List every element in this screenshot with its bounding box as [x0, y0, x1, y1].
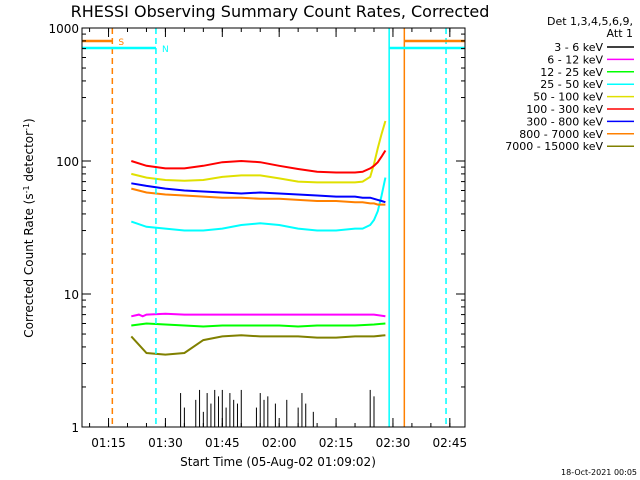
chart-title: RHESSI Observing Summary Count Rates, Co…	[71, 2, 490, 21]
y-axis-label: Corrected Count Rate (s-1 detector-1)	[22, 118, 36, 337]
y-tick-label: 10	[64, 288, 79, 302]
legend-label: 25 - 50 keV	[540, 78, 603, 91]
legend-label: 12 - 25 keV	[540, 66, 603, 79]
series-line-7000-15000-kev	[130, 334, 386, 356]
night-flag-label: N	[162, 45, 169, 55]
legend-label: 100 - 300 keV	[526, 103, 603, 116]
legend-label: 800 - 7000 keV	[519, 128, 603, 141]
legend-header-line1: Det 1,3,4,5,6,9,	[547, 15, 633, 28]
saa-flag-label: S	[118, 38, 124, 48]
y-axis: 1 10 100 1000	[48, 22, 465, 435]
x-tick-label: 02:15	[319, 436, 354, 450]
plot-content	[130, 120, 387, 427]
series-line-12-25-kev	[131, 322, 386, 328]
series-line-6-12-kev	[131, 312, 386, 318]
x-tick-label: 02:00	[262, 436, 297, 450]
y-tick-label: 100	[56, 155, 79, 169]
legend-label: 3 - 6 keV	[554, 41, 603, 54]
flag-lines: SN	[82, 28, 465, 427]
series-line-300-800-kev	[131, 182, 386, 204]
x-axis-label: Start Time (05-Aug-02 01:09:02)	[180, 455, 376, 469]
legend-label: 50 - 100 keV	[533, 91, 603, 104]
x-tick-label: 01:45	[205, 436, 240, 450]
series-line-25-50-kev	[130, 177, 387, 232]
series-line-800-7000-kev	[131, 187, 386, 206]
legend-label: 300 - 800 keV	[526, 115, 603, 128]
x-axis: 01:15 01:30 01:45 02:00 02:15 02:30 02:45	[89, 28, 468, 450]
legend-header-line2: Att 1	[607, 27, 633, 40]
x-tick-label: 01:30	[148, 436, 183, 450]
x-tick-label: 02:30	[376, 436, 411, 450]
legend-label: 6 - 12 keV	[547, 53, 603, 66]
plot-frame	[81, 27, 466, 428]
legend-label: 7000 - 15000 keV	[505, 140, 603, 153]
series-line-100-300-kev	[130, 149, 387, 174]
y-tick-label: 1000	[48, 22, 79, 36]
x-tick-label: 02:45	[433, 436, 468, 450]
x-tick-label: 01:15	[91, 436, 126, 450]
series-line-50-100-kev	[131, 120, 387, 184]
timestamp: 18-Oct-2021 00:05	[561, 468, 637, 477]
y-tick-label: 1	[71, 421, 79, 435]
